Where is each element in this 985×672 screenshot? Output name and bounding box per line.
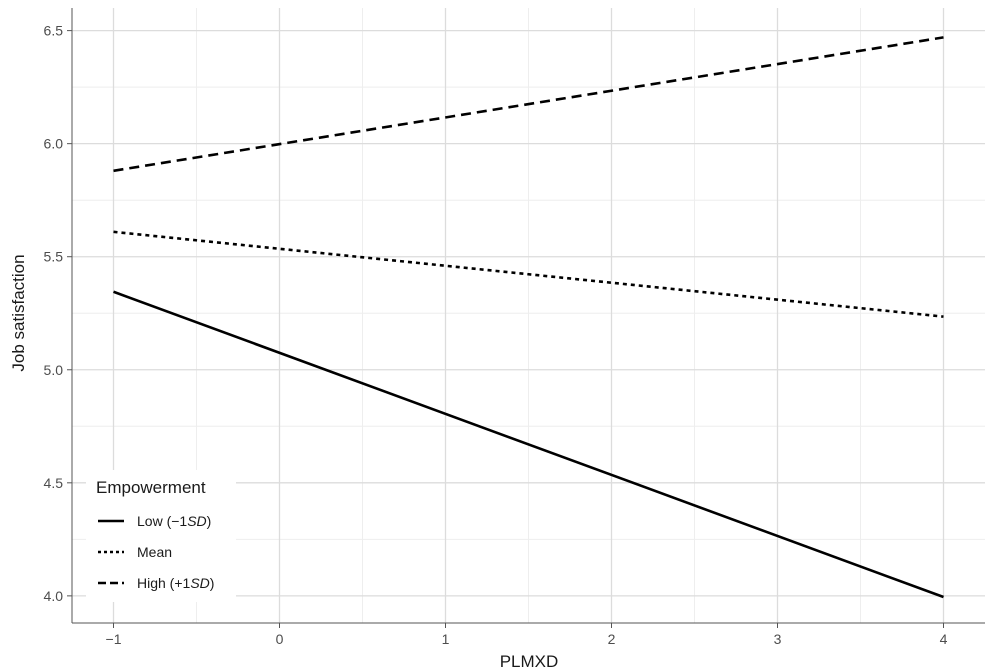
axes	[67, 8, 985, 628]
legend-label-mean: Mean	[137, 544, 172, 560]
y-tick-label: 4.0	[44, 588, 64, 604]
y-tick-label: 5.0	[44, 362, 64, 378]
legend-title: Empowerment	[96, 478, 206, 497]
y-tick-label: 6.0	[44, 136, 64, 152]
series-lines	[113, 36, 944, 599]
y-tick-label: 5.5	[44, 249, 64, 265]
x-axis-title: PLMXD	[500, 652, 559, 671]
x-tick-label: 2	[608, 631, 616, 647]
series-line-mean	[113, 230, 944, 318]
legend-background	[86, 470, 236, 602]
x-tick-label: 4	[940, 631, 948, 647]
legend-label-low: Low (−1SD)	[137, 513, 211, 529]
legend-items: Low (−1SD) Mean High (+1SD)	[98, 513, 214, 591]
y-axis-title: Job satisfaction	[9, 254, 28, 371]
y-tick-label: 4.5	[44, 475, 64, 491]
series-line-low	[113, 290, 944, 599]
legend-label-high: High (+1SD)	[137, 575, 214, 591]
x-tick-label: 1	[442, 631, 450, 647]
y-tick-label: 6.5	[44, 23, 64, 39]
x-tick-label: −1	[106, 631, 122, 647]
tick-labels: −1 0 1 2 3 4 4.0 4.5 5.0 5.5 6.0 6.5	[44, 23, 948, 647]
x-tick-label: 0	[276, 631, 284, 647]
legend: Empowerment Low (−1SD) Mean High (+1SD)	[86, 470, 236, 602]
series-line-high	[113, 36, 944, 173]
x-tick-label: 3	[774, 631, 782, 647]
